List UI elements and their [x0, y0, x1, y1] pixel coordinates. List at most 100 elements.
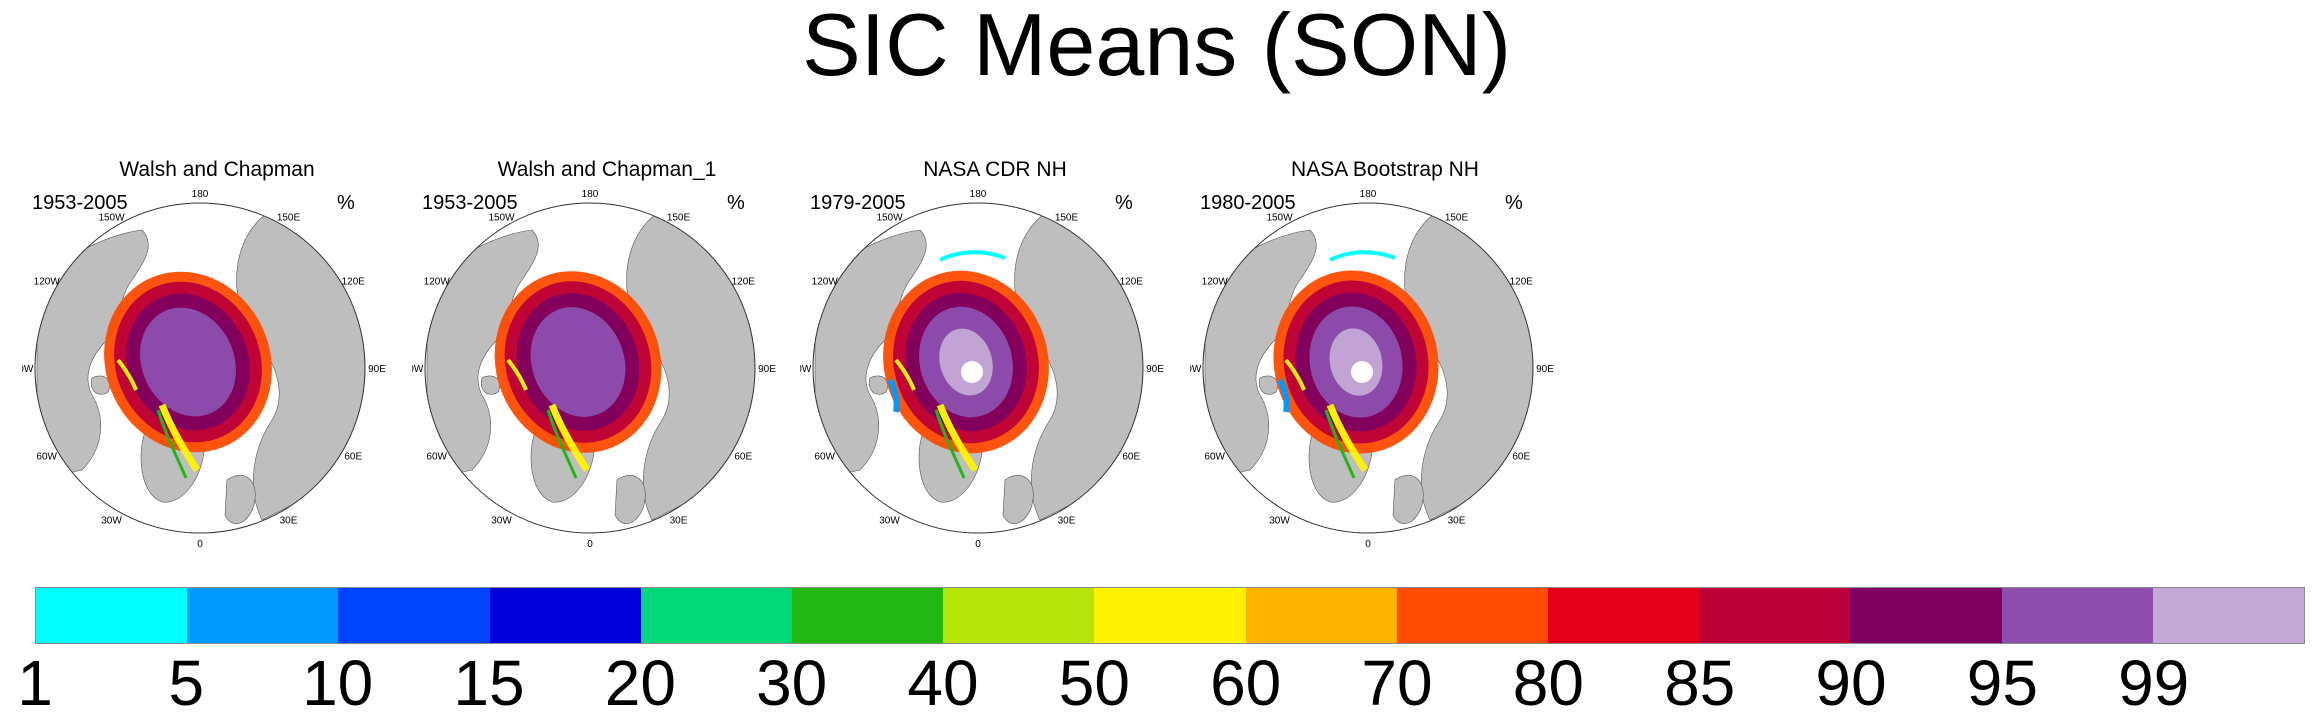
- colorbar-label: 90: [1815, 647, 1887, 719]
- colorbar-cell-2: [338, 588, 490, 643]
- longitude-label: 150W: [488, 212, 515, 223]
- longitude-label: 30E: [670, 516, 688, 527]
- colorbar-cell-6: [943, 588, 1095, 643]
- longitude-label: 90W: [1190, 364, 1202, 375]
- longitude-label: 60W: [814, 452, 835, 463]
- panel-title: NASA CDR NH: [923, 158, 1067, 181]
- longitude-label: 120E: [342, 277, 366, 288]
- colorbar-cell-1: [187, 588, 339, 643]
- colorbar-cell-8: [1245, 588, 1397, 643]
- longitude-label: 150W: [98, 212, 125, 223]
- colorbar-label: 80: [1512, 647, 1584, 719]
- panel-period: 1953-2005: [32, 192, 128, 214]
- colorbar-label: 40: [907, 647, 979, 719]
- map-panel-nasa-bootstrap-nh: NASA Bootstrap NH 1980-2005 % 180 150E 120…: [1190, 150, 1580, 550]
- colorbar-cell-11: [1699, 588, 1851, 643]
- longitude-label: 90W: [22, 364, 34, 375]
- longitude-label: 60E: [1512, 452, 1530, 463]
- longitude-label: 30W: [1269, 516, 1290, 527]
- panel-title: Walsh and Chapman: [119, 158, 315, 181]
- colorbar-label: 5: [168, 647, 205, 719]
- longitude-label: 180: [970, 189, 987, 200]
- colorbar-label: 1: [17, 647, 53, 719]
- longitude-label: 60W: [36, 452, 57, 463]
- colorbar-cell-13: [2001, 588, 2153, 643]
- colorbar-cell-14: [2152, 588, 2305, 643]
- map-panel-walsh-chapman-1: Walsh and Chapman_1 1953-2005 % 180 150E 1…: [412, 150, 802, 550]
- longitude-label: 0: [1365, 539, 1371, 550]
- longitude-label: 30E: [280, 516, 298, 527]
- colorbar-cell-9: [1396, 588, 1549, 643]
- longitude-label: 150E: [277, 212, 301, 223]
- longitude-label: 120E: [1120, 277, 1144, 288]
- colorbar-cell-0: [36, 588, 188, 643]
- longitude-label: 90W: [412, 364, 424, 375]
- longitude-label: 150E: [1445, 212, 1469, 223]
- chart-title: SIC Means (SON): [801, 0, 1512, 94]
- longitude-label: 120W: [812, 277, 839, 288]
- panel-unit: %: [727, 192, 745, 214]
- longitude-label: 120W: [424, 277, 451, 288]
- longitude-label: 90E: [368, 364, 386, 375]
- longitude-label: 150E: [667, 212, 691, 223]
- longitude-label: 60E: [1122, 452, 1140, 463]
- panel-period: 1979-2005: [810, 192, 906, 214]
- colorbar-label: 15: [453, 647, 525, 719]
- longitude-label: 150E: [1055, 212, 1079, 223]
- colorbar-label: 10: [302, 647, 374, 719]
- longitude-label: 150W: [876, 212, 903, 223]
- colorbar-cell-7: [1094, 588, 1246, 643]
- colorbar-cell-5: [792, 588, 944, 643]
- longitude-label: 120E: [732, 277, 756, 288]
- longitude-label: 90E: [1146, 364, 1164, 375]
- panel-title: Walsh and Chapman_1: [497, 158, 717, 181]
- longitude-label: 90W: [800, 364, 812, 375]
- longitude-label: 30E: [1058, 516, 1076, 527]
- longitude-label: 60W: [1204, 452, 1225, 463]
- longitude-label: 60E: [344, 452, 362, 463]
- colorbar: [35, 587, 2305, 644]
- longitude-label: 90E: [1536, 364, 1554, 375]
- longitude-label: 30W: [879, 516, 900, 527]
- map-panel-walsh-chapman: Walsh and Chapman 1953-2005 % 180 150E 120…: [22, 150, 412, 550]
- colorbar-labels: 1 5 10 15 20 30 40 50 60 70 80 85 90 95 99: [0, 648, 2313, 718]
- longitude-label: 120W: [1202, 277, 1229, 288]
- colorbar-label: 70: [1361, 647, 1433, 719]
- colorbar-label: 85: [1664, 647, 1736, 719]
- longitude-label: 90E: [758, 364, 776, 375]
- panel-unit: %: [1505, 192, 1523, 214]
- panel-title: NASA Bootstrap NH: [1291, 158, 1479, 181]
- colorbar-label: 50: [1058, 647, 1130, 719]
- longitude-label: 120E: [1510, 277, 1534, 288]
- colorbar-label: 20: [604, 647, 676, 719]
- panel-period: 1980-2005: [1200, 192, 1296, 214]
- longitude-label: 0: [975, 539, 981, 550]
- longitude-label: 0: [587, 539, 593, 550]
- colorbar-cell-4: [640, 588, 793, 643]
- colorbar-cell-10: [1548, 588, 1700, 643]
- map-panel-nasa-cdr-nh: NASA CDR NH 1979-2005 % 180 150E 120E 90E 60…: [800, 150, 1190, 550]
- polar-map: 180 150E 120E 90E 60E 30E 0 30W 60W 90W 120W 150W: [22, 189, 386, 550]
- polar-map: 180 150E 120E 90E 60E 30E 0 30W 60W 90W 120W 150W: [800, 189, 1164, 550]
- longitude-label: 180: [192, 189, 209, 200]
- panel-period: 1953-2005: [422, 192, 518, 214]
- longitude-label: 30E: [1448, 516, 1466, 527]
- polar-map: 180 150E 120E 90E 60E 30E 0 30W 60W 90W 120W 150W: [412, 189, 776, 550]
- longitude-label: 60W: [426, 452, 447, 463]
- longitude-label: 180: [1360, 189, 1377, 200]
- polar-map: 180 150E 120E 90E 60E 30E 0 30W 60W 90W 120W 150W: [1190, 189, 1554, 550]
- longitude-label: 0: [197, 539, 203, 550]
- colorbar-label: 60: [1210, 647, 1282, 719]
- colorbar-label: 95: [1966, 647, 2038, 719]
- longitude-label: 30W: [101, 516, 122, 527]
- longitude-label: 150W: [1266, 212, 1293, 223]
- panel-unit: %: [337, 192, 355, 214]
- colorbar-label: 30: [756, 647, 828, 719]
- colorbar-cell-3: [489, 588, 641, 643]
- longitude-label: 60E: [734, 452, 752, 463]
- longitude-label: 120W: [34, 277, 61, 288]
- colorbar-label: 99: [2118, 647, 2190, 719]
- colorbar-cell-12: [1850, 588, 2002, 643]
- longitude-label: 180: [582, 189, 599, 200]
- longitude-label: 30W: [491, 516, 512, 527]
